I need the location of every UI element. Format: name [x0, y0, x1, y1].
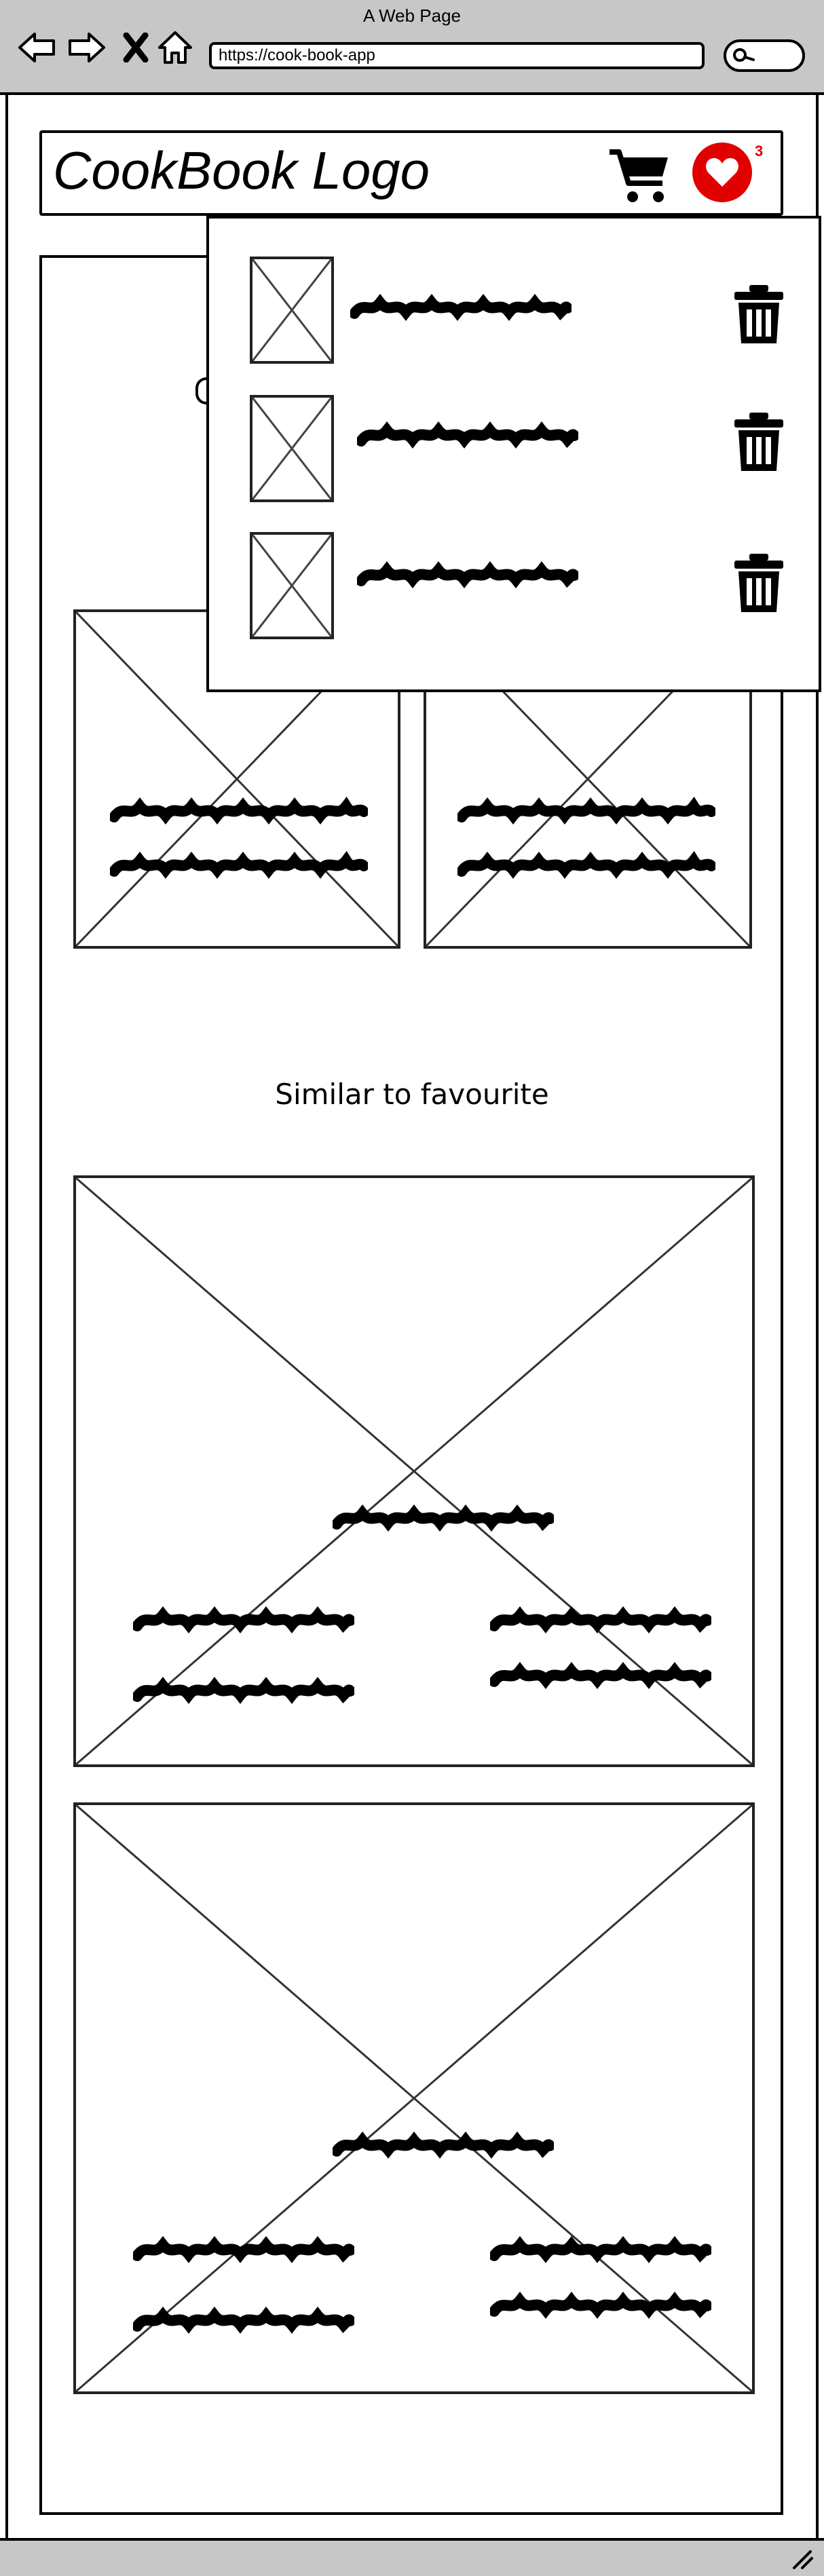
close-icon — [123, 33, 149, 62]
site-header — [39, 130, 783, 216]
text-scribble — [110, 797, 368, 825]
text-scribble — [490, 2235, 711, 2264]
text-scribble — [133, 1606, 354, 1634]
recipe-card-large[interactable] — [73, 1175, 755, 1767]
arrow-right-icon — [69, 33, 105, 62]
favourite-thumbnail — [250, 532, 334, 639]
text-scribble — [457, 797, 715, 825]
site-logo[interactable]: CookBook Logo — [53, 140, 430, 200]
image-placeholder-icon — [251, 259, 333, 362]
browser-status-bar — [0, 2538, 824, 2576]
home-button[interactable] — [155, 27, 195, 68]
image-placeholder-icon — [76, 1178, 752, 1764]
favourites-dropdown — [206, 216, 821, 692]
favourite-thumbnail — [250, 395, 334, 502]
trash-icon — [734, 285, 783, 343]
favourite-item[interactable] — [209, 257, 819, 372]
search-icon — [733, 48, 755, 62]
partially-hidden-element — [195, 377, 206, 404]
favourite-item[interactable] — [209, 395, 819, 510]
back-button[interactable] — [16, 27, 57, 68]
address-bar[interactable]: https://cook-book-app — [209, 42, 705, 69]
stop-button[interactable] — [115, 27, 156, 68]
home-icon — [158, 31, 192, 64]
recipe-card-large[interactable] — [73, 1802, 755, 2394]
text-scribble — [490, 2291, 711, 2319]
delete-favourite-button[interactable] — [732, 552, 786, 617]
trash-icon — [734, 413, 783, 471]
text-scribble — [357, 561, 578, 589]
trash-icon — [734, 554, 783, 612]
text-scribble — [357, 421, 578, 449]
image-placeholder-icon — [76, 1805, 752, 2391]
favourites-button[interactable] — [692, 143, 752, 202]
favourite-item[interactable] — [209, 532, 819, 647]
image-placeholder-icon — [251, 534, 333, 637]
cart-icon — [610, 149, 668, 202]
text-scribble — [133, 1676, 354, 1705]
browser-search-box[interactable] — [724, 39, 805, 72]
favourites-count-badge: 3 — [755, 143, 764, 159]
favourite-thumbnail — [250, 257, 334, 364]
text-scribble — [110, 851, 368, 879]
heart-icon — [706, 158, 738, 187]
arrow-left-icon — [18, 33, 55, 62]
resize-grip-icon — [793, 2550, 813, 2569]
text-scribble — [333, 2131, 554, 2159]
cart-button[interactable] — [608, 148, 671, 208]
text-scribble — [457, 851, 715, 879]
text-scribble — [133, 2306, 354, 2334]
page-viewport — [5, 95, 819, 2538]
url-text: https://cook-book-app — [219, 46, 375, 64]
resize-grip[interactable] — [790, 2546, 814, 2574]
image-placeholder-icon — [251, 397, 333, 500]
delete-favourite-button[interactable] — [732, 284, 786, 348]
text-scribble — [490, 1661, 711, 1690]
window-title: A Web Page — [362, 5, 462, 26]
section-heading: Similar to favourite — [275, 1078, 549, 1111]
text-scribble — [133, 2235, 354, 2264]
text-scribble — [350, 293, 572, 322]
text-scribble — [333, 1504, 554, 1532]
forward-button[interactable] — [67, 27, 107, 68]
delete-favourite-button[interactable] — [732, 411, 786, 476]
text-scribble — [490, 1606, 711, 1634]
